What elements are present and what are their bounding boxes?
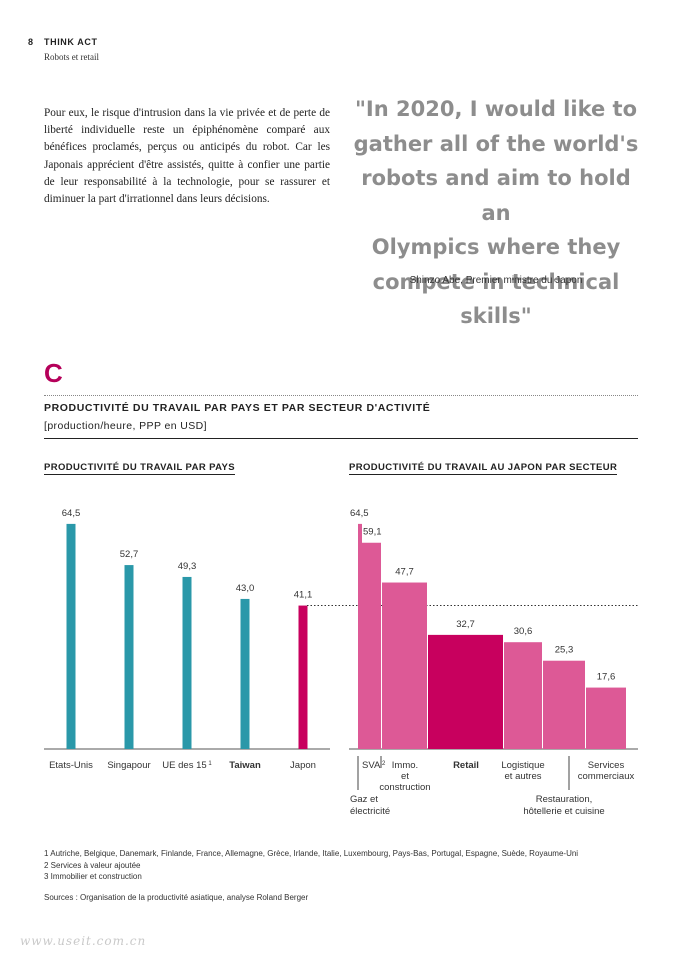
sector-tick-label-2b: et: [401, 771, 409, 782]
quote-line: robots and aim to hold an: [361, 166, 631, 225]
sector-tick-label-2a: Immo.: [392, 760, 418, 771]
country-tick-label-1: Singapour: [107, 760, 150, 771]
body-paragraph: Pour eux, le risque d'intrusion dans la …: [44, 107, 330, 206]
country-value-label-2: 49,3: [178, 561, 197, 572]
sector-value-label-2: 47,7: [395, 567, 414, 578]
country-value-label-1: 52,7: [120, 549, 139, 560]
sector-bar-0: [358, 523, 362, 749]
sector-tick-label-3: Retail: [453, 760, 479, 771]
sources: Sources : Organisation de la productivit…: [44, 893, 309, 902]
country-value-label-3: 43,0: [236, 583, 255, 594]
country-tick-label-4: Japon: [290, 760, 316, 771]
sector-tick-label-1: SVA 2: [362, 760, 386, 771]
sector-tick-label-4a: Logistique: [501, 760, 544, 771]
sector-bar-5: [543, 660, 585, 749]
quote-line: compete in technical skills": [372, 269, 620, 329]
sector-tick-label-4b: et autres: [505, 771, 542, 782]
sector-bar-6: [586, 687, 626, 749]
quote-attribution: Shinzo Abe, Premier ministre du Japon: [409, 275, 583, 286]
footnote-3: 3 Immobilier et construction: [44, 872, 142, 881]
page-number: 8: [28, 37, 34, 47]
productivity-charts: 64,5 Etats-Unis 52,7 Singapour 49,3 UE des 15…: [44, 508, 638, 817]
figure-title: PRODUCTIVITÉ DU TRAVAIL PAR PAYS ET PAR …: [44, 402, 431, 414]
chart-title-sector: PRODUCTIVITÉ DU TRAVAIL AU JAPON PAR SEC…: [349, 462, 618, 475]
country-bar-0: [66, 523, 76, 749]
quote-line: gather all of the world's: [353, 131, 639, 156]
pull-quote: "In 2020, I would like to gather all of …: [350, 92, 642, 334]
sector-bar-2: [382, 582, 427, 749]
quote-line: Olympics where they: [371, 235, 621, 259]
footnotes: 1 Autriche, Belgique, Danemark, Finlande…: [44, 848, 578, 883]
sector-tick-label-5b: hôtellerie et cuisine: [523, 806, 604, 817]
sector-bar-1: [362, 542, 381, 749]
country-tick-label-0: Etats-Unis: [49, 760, 93, 771]
country-bar-3: [240, 598, 250, 749]
quote-line: "In 2020, I would like to: [354, 97, 637, 121]
sector-bar-3: [428, 634, 503, 749]
subsection-label: Robots et retail: [44, 52, 99, 62]
sector-bar-4: [504, 642, 542, 749]
country-value-label-4: 41,1: [294, 590, 313, 601]
country-bar-1: [124, 565, 134, 749]
footnote-2: 2 Services à valeur ajoutée: [44, 860, 141, 870]
sector-value-label-5: 25,3: [555, 645, 574, 656]
section-label: THINK ACT: [44, 37, 98, 47]
country-tick-label-3: Taiwan: [229, 760, 261, 771]
sector-value-label-4: 30,6: [514, 626, 533, 637]
sector-tick-label-1-sup: 2: [380, 761, 386, 767]
sector-tick-label-6b: commerciaux: [578, 771, 635, 782]
country-tick-label-2-sup: 1: [207, 761, 213, 767]
dotted-divider: [44, 395, 638, 396]
sector-tick-label-5a: Restauration,: [536, 794, 593, 805]
footnote-1: 1 Autriche, Belgique, Danemark, Finlande…: [44, 849, 579, 858]
figure-subtitle: [production/heure, PPP en USD]: [44, 420, 207, 432]
sector-tick-label-2c: construction: [379, 782, 430, 793]
solid-divider: [44, 438, 638, 439]
watermark: www.useit.com.cn: [20, 934, 147, 948]
sector-value-label-1: 59,1: [363, 527, 382, 538]
country-bar-2: [182, 576, 192, 749]
country-tick-label-2: UE des 15 1: [162, 760, 212, 771]
figure-letter: C: [44, 358, 63, 388]
sector-value-label-3: 32,7: [456, 619, 475, 630]
sector-tick-label-0a: Gaz et: [350, 794, 378, 805]
sector-tick-label-0b: électricité: [350, 806, 390, 817]
country-value-label-0: 64,5: [62, 508, 81, 519]
chart-title-country: PRODUCTIVITÉ DU TRAVAIL PAR PAYS: [44, 462, 236, 475]
country-bar-4: [298, 605, 308, 749]
sector-tick-label-6a: Services: [588, 760, 625, 771]
sector-value-label-0: 64,5: [350, 508, 369, 519]
sector-value-label-6: 17,6: [597, 672, 616, 683]
